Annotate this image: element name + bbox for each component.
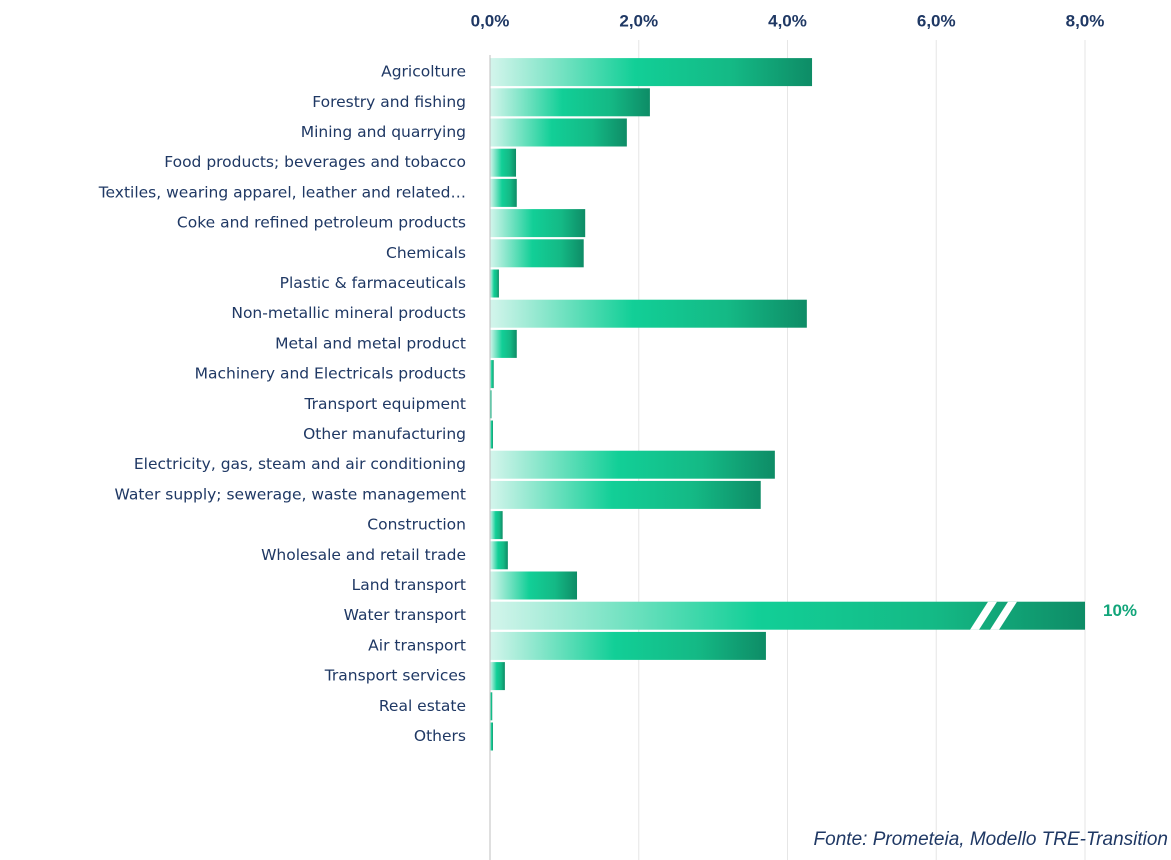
y-tick-label: Non-metallic mineral products: [231, 304, 466, 322]
bar: [490, 420, 493, 449]
x-tick-label: 6,0%: [917, 11, 956, 30]
y-tick-label: Transport services: [324, 667, 466, 685]
y-tick-label: Other manufacturing: [303, 425, 466, 443]
axis-break: [970, 601, 997, 630]
y-tick-label: Wholesale and retail trade: [261, 546, 466, 564]
bar: [490, 571, 578, 600]
y-tick-label: Forestry and fishing: [312, 93, 466, 111]
source-note: Fonte: Prometeia, Modello TRE-Transition: [814, 829, 1168, 850]
bar: [490, 450, 775, 479]
bar: [490, 692, 493, 721]
bar: [490, 722, 493, 751]
y-tick-label: Others: [414, 727, 466, 745]
y-tick-label: Construction: [367, 516, 466, 534]
bar: [490, 239, 584, 268]
bar: [490, 148, 517, 177]
bar: [490, 390, 492, 419]
bar: [490, 480, 761, 509]
y-tick-label: Machinery and Electricals products: [195, 365, 466, 383]
y-tick-label: Agricolture: [381, 63, 466, 81]
bar: [490, 118, 627, 147]
bar: [490, 299, 807, 328]
bar: [490, 88, 650, 117]
x-tick-label: 2,0%: [619, 11, 658, 30]
value-label: 10%: [1103, 601, 1137, 620]
bar: [490, 662, 505, 691]
y-tick-label: Metal and metal product: [275, 334, 466, 352]
bar: [490, 511, 503, 540]
bar: [490, 329, 517, 358]
bar: [490, 209, 586, 238]
axis-break: [990, 601, 1017, 630]
y-tick-label: Electricity, gas, steam and air conditio…: [134, 455, 466, 473]
y-tick-label: Air transport: [368, 636, 466, 654]
y-tick-label: Plastic & farmaceuticals: [280, 274, 466, 292]
x-tick-label: 8,0%: [1066, 11, 1105, 30]
bar: [490, 360, 494, 389]
y-tick-label: Food products; beverages and tobacco: [164, 153, 466, 171]
x-tick-label: 0,0%: [471, 11, 510, 30]
x-tick-label: 4,0%: [768, 11, 807, 30]
bar: [490, 178, 517, 207]
y-tick-label: Water transport: [344, 606, 466, 624]
y-tick-label: Water supply; sewerage, waste management: [115, 485, 467, 503]
y-tick-label: Land transport: [352, 576, 466, 594]
y-tick-label: Coke and refined petroleum products: [177, 214, 466, 232]
bar: [490, 58, 813, 87]
bar: [490, 631, 766, 660]
y-tick-label: Chemicals: [386, 244, 466, 262]
y-tick-label: Real estate: [379, 697, 466, 715]
bar: [490, 269, 499, 298]
y-tick-label: Mining and quarrying: [301, 123, 466, 141]
bar: [490, 541, 508, 570]
y-tick-label: Transport equipment: [303, 395, 466, 413]
y-tick-label: Textiles, wearing apparel, leather and r…: [98, 183, 466, 201]
